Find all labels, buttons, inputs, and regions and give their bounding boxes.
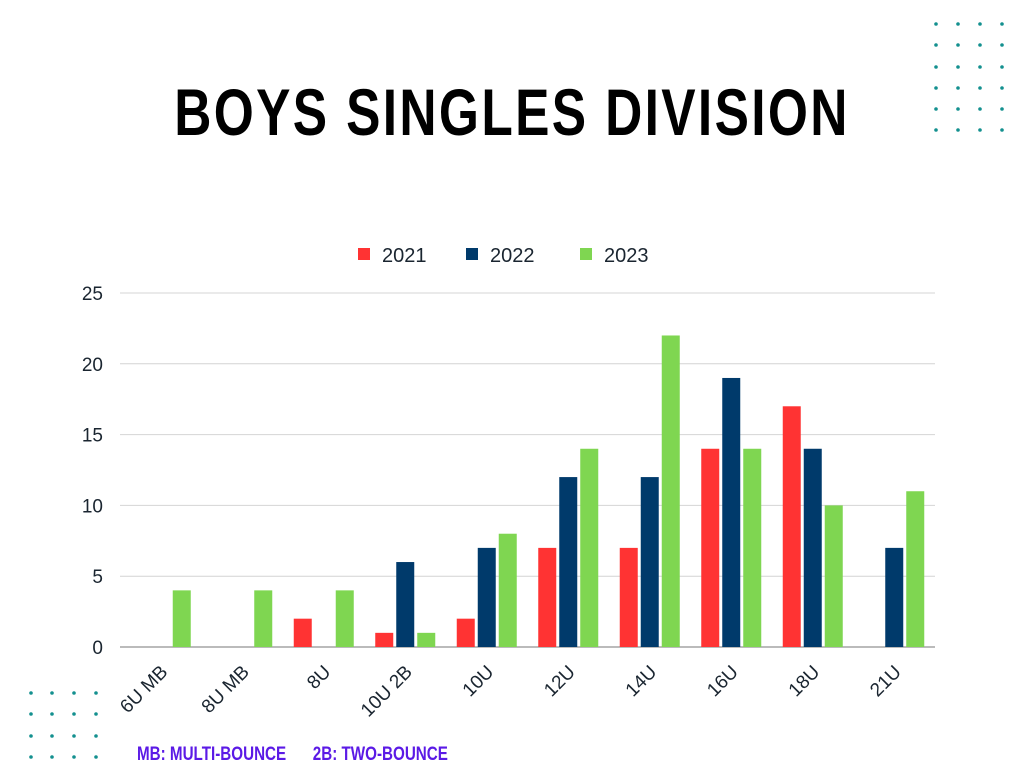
decor-dot: [978, 22, 982, 26]
decor-dot: [1000, 43, 1004, 47]
decor-dot: [1000, 22, 1004, 26]
decor-dot: [934, 65, 938, 69]
y-tick-label: 25: [82, 284, 103, 305]
bar-2023-10U-2B: [417, 632, 436, 647]
y-tick-label: 20: [82, 355, 103, 376]
bar-2022-12U: [559, 477, 578, 647]
legend-label-2023: 2023: [604, 245, 649, 267]
bar-2021-8U: [293, 618, 312, 647]
x-tick-label: 10U: [459, 662, 498, 701]
decor-dot: [1000, 65, 1004, 69]
bar-2023-8U-MB: [254, 590, 273, 647]
y-tick-label: 15: [82, 426, 103, 447]
x-tick-label: 8U MB: [198, 662, 254, 718]
decor-dot: [1000, 86, 1004, 90]
x-tick-label: 16U: [703, 662, 742, 701]
x-tick-label: 18U: [785, 662, 824, 701]
x-tick-label: 12U: [540, 662, 579, 701]
decor-dot: [978, 107, 982, 111]
bar-2023-10U: [498, 533, 517, 647]
bar-2023-16U: [743, 448, 762, 647]
legend-swatch-2022: [466, 248, 478, 260]
bar-2021-16U: [701, 448, 720, 647]
legend-label-2022: 2022: [490, 245, 535, 267]
bar-2023-18U: [824, 505, 843, 647]
decor-dot: [94, 755, 98, 759]
bar-2023-6U-MB: [172, 590, 191, 647]
x-tick-label: 10U 2B: [357, 662, 417, 722]
decor-dot: [50, 712, 54, 716]
footnote-2b: 2B: TWO-BOUNCE: [312, 744, 448, 765]
footnote: MB: MULTI-BOUNCE 2B: TWO-BOUNCE: [137, 744, 470, 766]
x-tick-label: 21U: [866, 662, 905, 701]
bar-2023-21U: [906, 491, 925, 647]
decor-dot: [978, 128, 982, 132]
decor-dot: [94, 734, 98, 738]
decor-dot: [1000, 107, 1004, 111]
bar-2023-12U: [580, 448, 599, 647]
decor-dot: [29, 712, 33, 716]
bar-2021-10U: [456, 618, 475, 647]
decor-dot: [50, 734, 54, 738]
bar-2022-10U-2B: [396, 562, 415, 647]
legend-label-2021: 2021: [382, 245, 427, 267]
decor-dot: [956, 22, 960, 26]
bar-2021-18U: [782, 406, 801, 647]
decor-dot: [934, 86, 938, 90]
decor-dot: [956, 86, 960, 90]
x-tick-label: 8U: [303, 662, 335, 694]
bar-2022-18U: [803, 448, 822, 647]
decor-dot: [978, 65, 982, 69]
decor-dot: [934, 43, 938, 47]
decor-dot: [50, 691, 54, 695]
y-tick-label: 5: [92, 567, 103, 588]
decor-dot: [94, 691, 98, 695]
legend-swatch-2021: [358, 248, 370, 260]
decor-dot: [1000, 128, 1004, 132]
decor-dot: [29, 691, 33, 695]
y-tick-label: 10: [82, 496, 103, 517]
bar-2023-8U: [335, 590, 354, 647]
bar-2021-12U: [538, 547, 557, 647]
x-tick-label: 14U: [622, 662, 661, 701]
bar-2022-16U: [722, 377, 741, 647]
bar-2022-10U: [477, 547, 496, 647]
decor-dot: [934, 22, 938, 26]
footnote-mb: MB: MULTI-BOUNCE: [137, 744, 287, 765]
decor-dot: [956, 65, 960, 69]
bar-2023-14U: [661, 335, 680, 647]
decor-dot: [29, 734, 33, 738]
decor-dot: [72, 755, 76, 759]
decor-dot: [956, 128, 960, 132]
legend-swatch-2023: [580, 248, 592, 260]
decor-dot: [978, 43, 982, 47]
decor-dot: [50, 755, 54, 759]
bar-2022-14U: [640, 477, 659, 647]
y-tick-label: 0: [92, 638, 103, 659]
bar-2021-10U-2B: [375, 632, 394, 647]
bar-2021-14U: [619, 547, 638, 647]
decor-dot: [934, 128, 938, 132]
decor-dot: [72, 691, 76, 695]
x-tick-label: 6U MB: [116, 662, 172, 718]
decor-dot: [934, 107, 938, 111]
decor-dot: [72, 712, 76, 716]
decor-dot: [72, 734, 76, 738]
decor-dot: [29, 755, 33, 759]
decor-dot: [94, 712, 98, 716]
decor-dot: [956, 43, 960, 47]
decor-dot: [956, 107, 960, 111]
bar-2022-21U: [885, 547, 904, 647]
decor-dot: [978, 86, 982, 90]
chart-title: BOYS SINGLES DIVISION: [174, 75, 850, 149]
